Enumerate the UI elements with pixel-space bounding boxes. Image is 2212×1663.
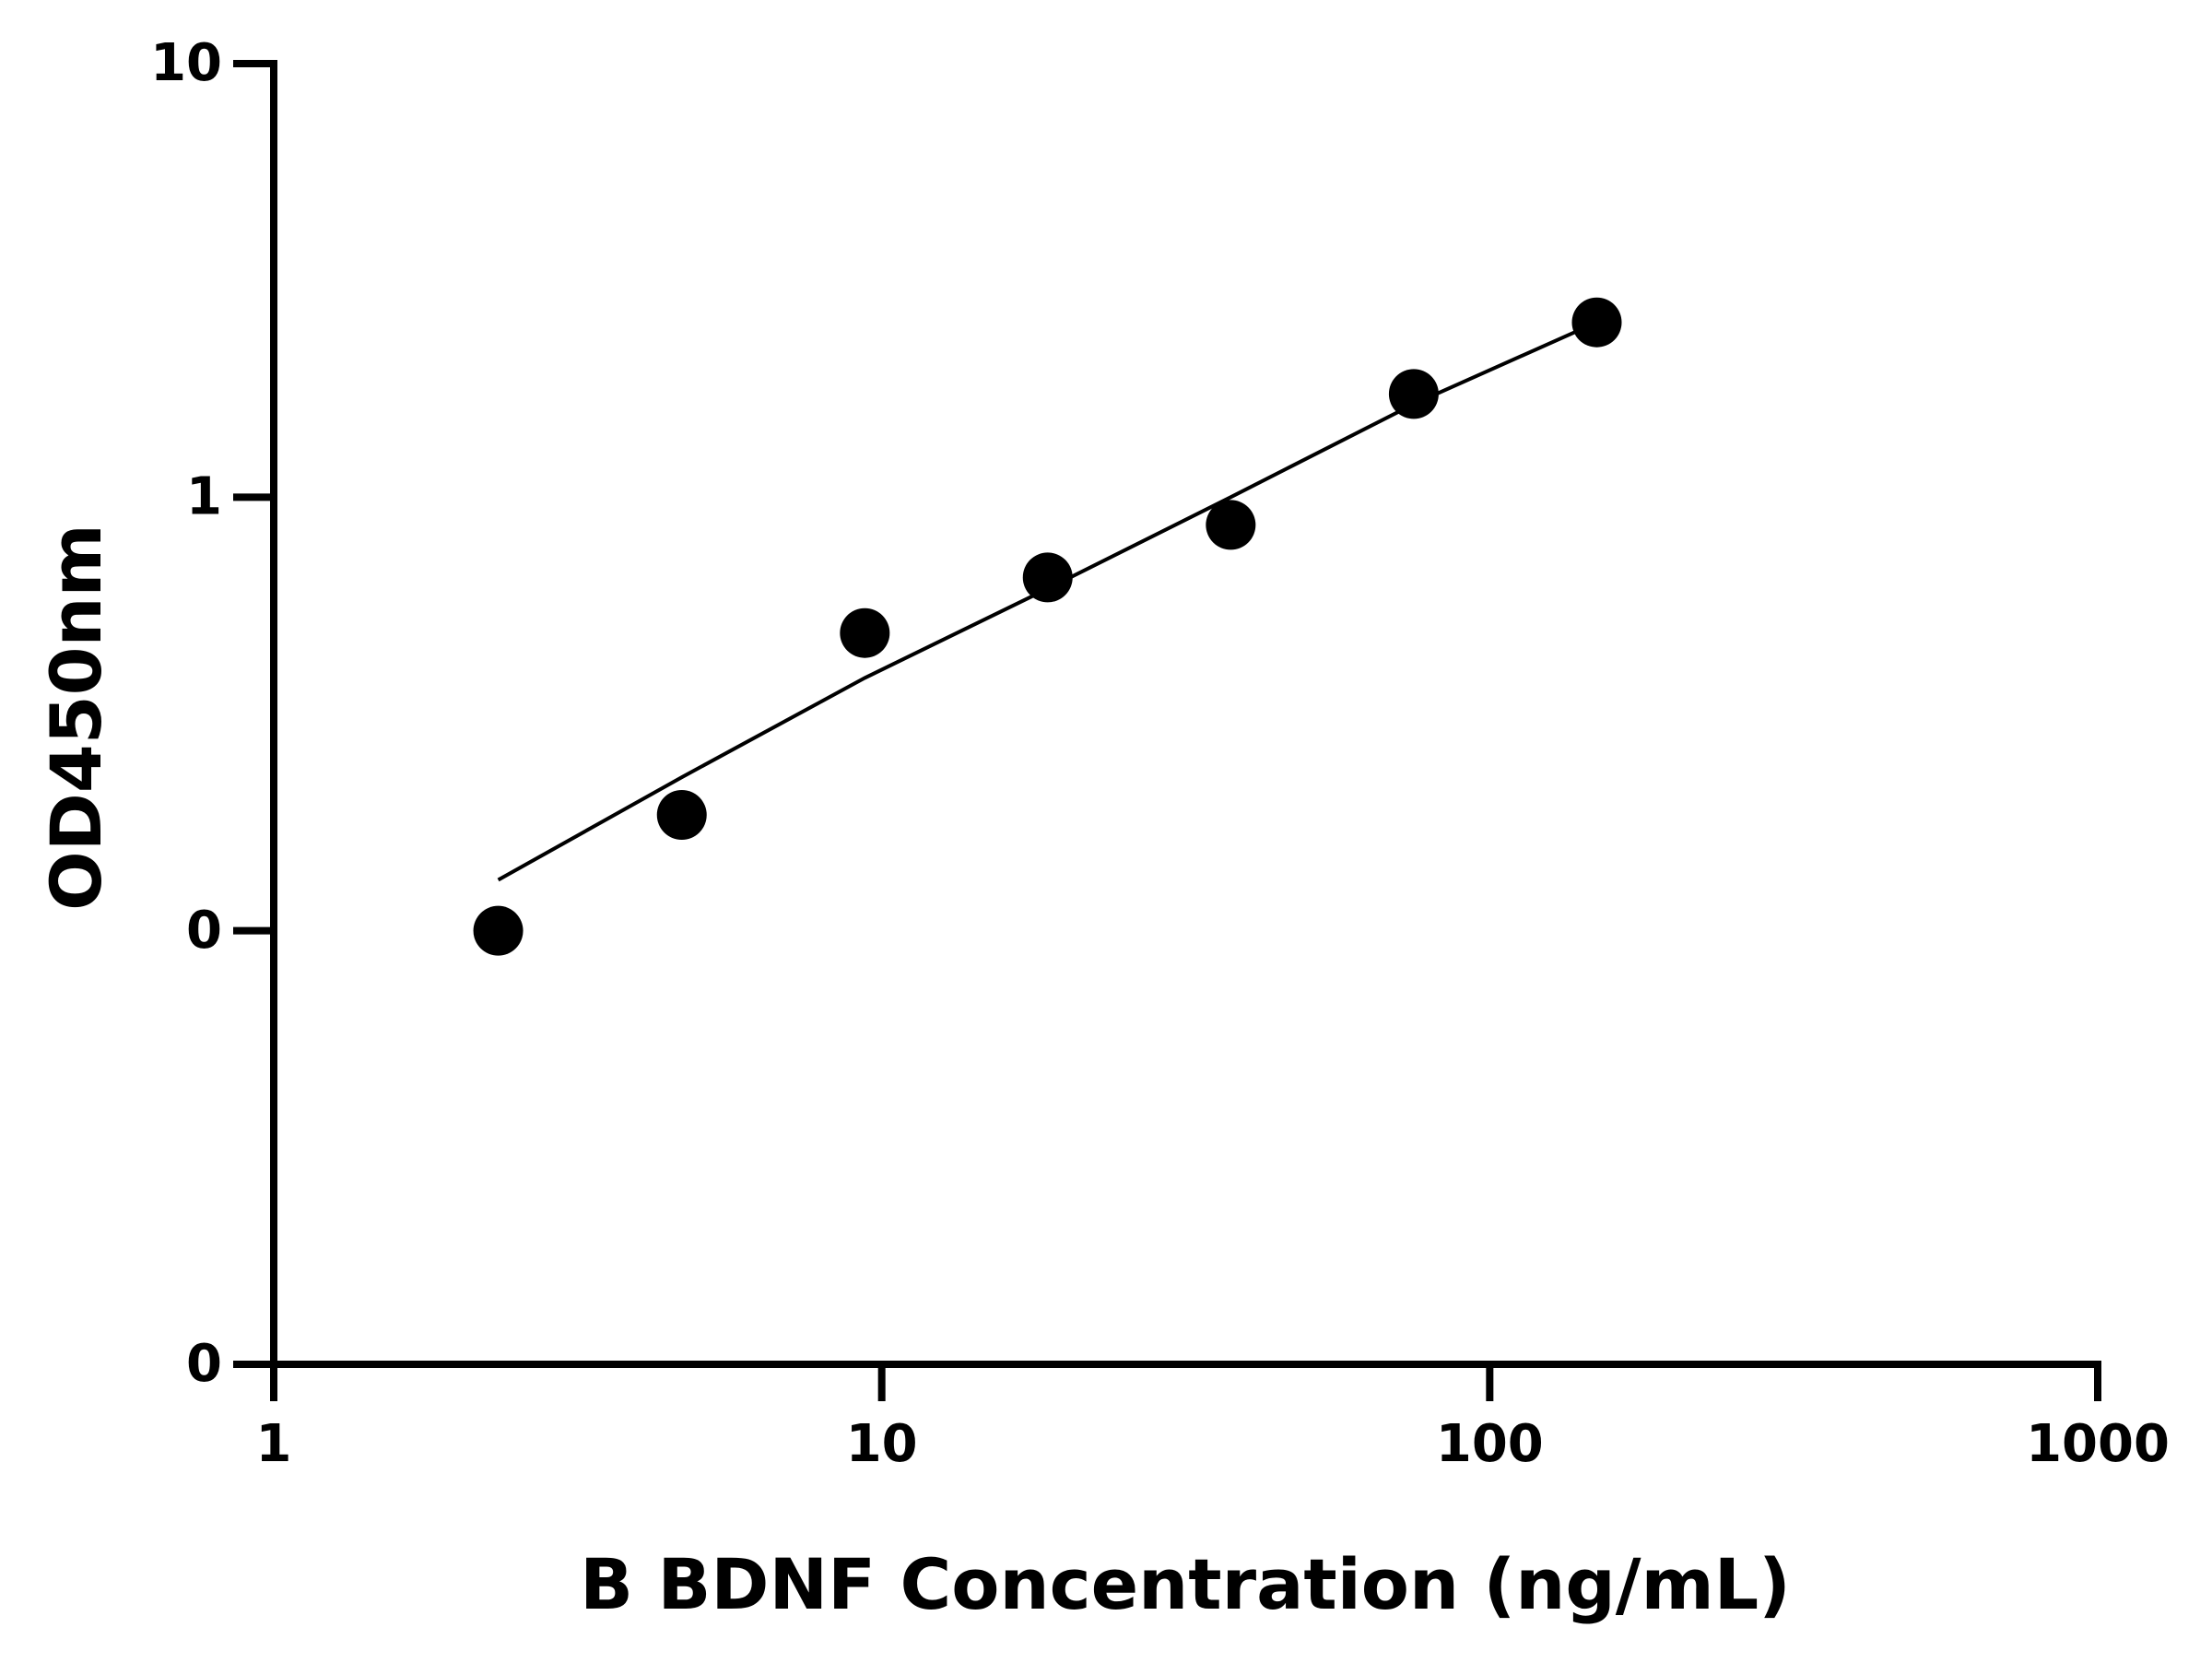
data-point xyxy=(656,790,707,841)
y-tick-label: 0 xyxy=(186,1334,222,1394)
data-point xyxy=(473,905,524,956)
x-axis-title: B BDNF Concentration (ng/mL) xyxy=(580,1543,1791,1625)
data-point xyxy=(1206,500,1256,550)
data-point xyxy=(1571,297,1622,348)
y-tick-label: 10 xyxy=(150,33,222,93)
x-tick-label: 1000 xyxy=(2026,1414,2170,1474)
y-axis-title: OD450nm xyxy=(35,524,117,911)
x-tick-label: 10 xyxy=(846,1414,918,1474)
data-point xyxy=(1388,369,1439,419)
x-tick-label: 1 xyxy=(256,1414,292,1474)
data-point xyxy=(1022,552,1073,603)
x-tick-label: 100 xyxy=(1436,1414,1544,1474)
y-tick-label: 0 xyxy=(186,901,222,961)
data-point xyxy=(840,607,890,658)
y-tick-label: 1 xyxy=(186,466,222,526)
